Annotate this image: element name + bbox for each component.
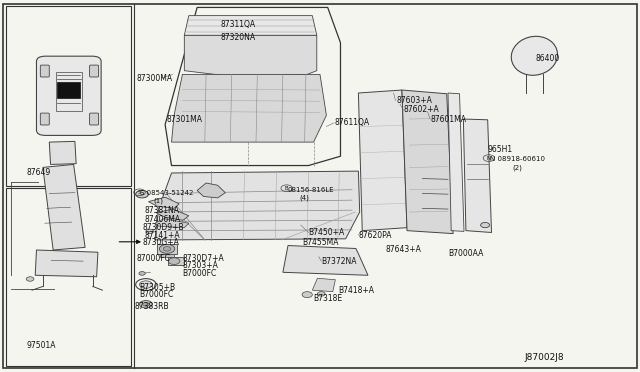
Circle shape (481, 222, 490, 228)
Circle shape (146, 229, 154, 234)
Ellipse shape (511, 36, 557, 75)
Text: 87300MA: 87300MA (136, 74, 172, 83)
Text: B7000FC: B7000FC (182, 269, 217, 278)
Text: (4): (4) (300, 195, 309, 201)
Text: 87141+A: 87141+A (145, 231, 180, 240)
Circle shape (302, 292, 312, 298)
Text: 87301MA: 87301MA (166, 115, 202, 124)
Polygon shape (184, 35, 317, 76)
Polygon shape (197, 183, 225, 198)
Polygon shape (184, 16, 317, 35)
Text: 87381NA: 87381NA (145, 206, 180, 215)
Polygon shape (172, 74, 326, 142)
Polygon shape (155, 219, 189, 228)
Circle shape (317, 292, 325, 296)
Circle shape (163, 247, 171, 251)
Polygon shape (402, 90, 453, 234)
FancyBboxPatch shape (40, 113, 49, 125)
Bar (6, 6, 131, 186)
Text: 87601MA: 87601MA (430, 115, 466, 124)
Text: B7318E: B7318E (314, 294, 343, 303)
FancyBboxPatch shape (40, 65, 49, 77)
Text: N 08918-60610: N 08918-60610 (490, 156, 545, 162)
FancyBboxPatch shape (90, 113, 99, 125)
Text: S: S (138, 190, 141, 195)
Text: 965H1: 965H1 (488, 145, 513, 154)
Text: 97501A: 97501A (27, 341, 56, 350)
Polygon shape (448, 93, 464, 231)
Text: S 08543-51242: S 08543-51242 (140, 190, 193, 196)
Text: B7000FC: B7000FC (140, 290, 174, 299)
Text: (2): (2) (512, 164, 522, 171)
Circle shape (136, 190, 148, 198)
Text: B7418+A: B7418+A (338, 286, 374, 295)
Circle shape (168, 258, 180, 264)
Text: 87643+A: 87643+A (385, 245, 421, 254)
Text: B7305+B: B7305+B (140, 283, 175, 292)
Polygon shape (49, 141, 76, 164)
Polygon shape (148, 197, 179, 208)
FancyBboxPatch shape (36, 56, 101, 135)
Text: N: N (487, 155, 491, 161)
Polygon shape (358, 90, 407, 231)
Text: 87383RB: 87383RB (134, 302, 169, 311)
Bar (6, 188, 131, 366)
Text: 87320NA: 87320NA (221, 33, 256, 42)
Text: 87602+A: 87602+A (403, 105, 439, 114)
Text: 87620PA: 87620PA (358, 231, 392, 240)
Text: 87406MA: 87406MA (145, 215, 180, 224)
Text: 8730D9+B: 8730D9+B (142, 223, 184, 232)
Polygon shape (43, 164, 85, 250)
Text: B7372NA: B7372NA (321, 257, 356, 266)
Text: 87603+A: 87603+A (397, 96, 433, 105)
Polygon shape (312, 278, 335, 292)
Text: B: B (285, 186, 289, 191)
Circle shape (143, 302, 149, 306)
Polygon shape (156, 209, 189, 220)
Circle shape (159, 244, 175, 253)
Bar (160, 254, 174, 257)
Text: 87000FC: 87000FC (136, 254, 170, 263)
Circle shape (139, 272, 145, 275)
Circle shape (26, 277, 34, 281)
Text: 87303+A: 87303+A (182, 262, 218, 270)
Text: B7455MA: B7455MA (302, 238, 339, 247)
Text: 8730D7+A: 8730D7+A (182, 254, 224, 263)
Polygon shape (35, 250, 98, 277)
Text: 87649: 87649 (27, 169, 51, 177)
Bar (157, 244, 177, 254)
Text: 86400: 86400 (535, 54, 559, 63)
Text: 87611QA: 87611QA (334, 118, 369, 127)
FancyBboxPatch shape (90, 65, 99, 77)
Polygon shape (283, 246, 368, 275)
Text: B7000AA: B7000AA (448, 249, 483, 258)
Text: 08156-816LE: 08156-816LE (288, 187, 335, 193)
Text: (1): (1) (154, 198, 164, 204)
Text: B7450+A: B7450+A (308, 228, 345, 237)
Polygon shape (155, 171, 360, 240)
Text: 87311QA: 87311QA (221, 20, 256, 29)
Circle shape (140, 301, 152, 308)
Text: 8730G+A: 8730G+A (142, 238, 179, 247)
Text: J87002J8: J87002J8 (525, 353, 564, 362)
Bar (168, 257, 184, 265)
Bar (57, 82, 80, 98)
Circle shape (140, 281, 152, 288)
Polygon shape (463, 119, 492, 232)
